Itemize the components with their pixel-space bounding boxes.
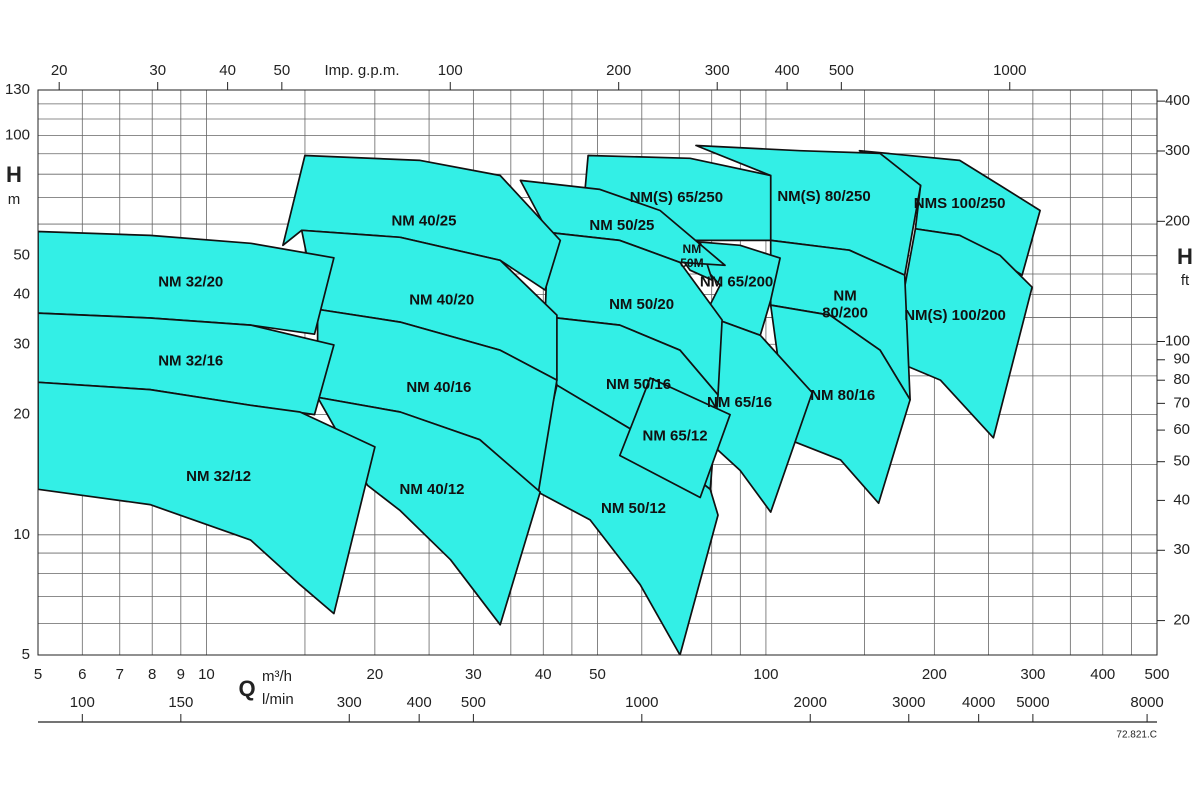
plot-frame xyxy=(37,89,1158,656)
y2-tick-label: 70 xyxy=(1173,394,1190,411)
region-label: NM(S) 80/250 xyxy=(777,188,870,205)
regions xyxy=(38,144,1041,655)
labels: 5 6 7 8 9 10 20 30 40 50 100 200 300 400 500 5 10 20 30 40 5… xyxy=(5,62,1190,722)
x-tick-label: 20 xyxy=(367,666,384,683)
y2-tick-label: 90 xyxy=(1173,351,1190,368)
pump-range xyxy=(618,377,731,499)
y2-tick-label: 400 xyxy=(1165,92,1190,109)
region-label: NM 65/16 xyxy=(707,394,772,411)
x3-tick-label: 100 xyxy=(70,694,95,711)
x3-tick-label: 1000 xyxy=(625,694,658,711)
x-tick-label: 500 xyxy=(1144,666,1169,683)
pump-range xyxy=(38,381,376,615)
x-tick-label: 9 xyxy=(177,666,185,683)
x-tick-label: 40 xyxy=(535,666,552,683)
pump-range xyxy=(282,154,562,291)
y2-unit: ft xyxy=(1181,272,1190,289)
region-label: NM 50/16 xyxy=(606,376,671,393)
region-label: NM 40/16 xyxy=(406,379,471,396)
x2-tick-label: 200 xyxy=(606,62,631,79)
x-tick-label: 200 xyxy=(922,666,947,683)
y-tick-label: 10 xyxy=(13,526,30,543)
region-label: NM 32/20 xyxy=(158,273,223,290)
code: 72.821.C xyxy=(1116,730,1157,741)
x-tick-label: 400 xyxy=(1090,666,1115,683)
x2-tick-label: 400 xyxy=(775,62,800,79)
x3-tick-label: 300 xyxy=(337,694,362,711)
region-label: NM xyxy=(833,288,856,305)
x3-tick-label: 5000 xyxy=(1016,694,1049,711)
region-label: NM 40/20 xyxy=(409,292,474,309)
region-label: 50M xyxy=(680,256,703,270)
pump-range xyxy=(769,304,911,505)
y2-tick-label: 60 xyxy=(1173,421,1190,438)
x3-tick-label: 2000 xyxy=(794,694,827,711)
y-tick-label: 130 xyxy=(5,81,30,98)
region-label: NM 80/16 xyxy=(810,387,875,404)
x-tick-label: 6 xyxy=(78,666,86,683)
x2-tick-label: 30 xyxy=(149,62,166,79)
x-tick-label: 8 xyxy=(148,666,156,683)
y2-tick-label: 200 xyxy=(1165,212,1190,229)
x2-tick-label: 40 xyxy=(219,62,236,79)
region-label: NMS 100/250 xyxy=(914,195,1006,212)
x2-tick-label: 50 xyxy=(273,62,290,79)
x-label: Q xyxy=(238,676,255,701)
x2-tick-label: 500 xyxy=(829,62,854,79)
x-tick-label: 50 xyxy=(589,666,606,683)
y2-tick-label: 80 xyxy=(1173,371,1190,388)
region-label: NM(S) 100/200 xyxy=(904,307,1006,324)
region-label: NM 40/12 xyxy=(399,481,464,498)
y2-tick-label: 20 xyxy=(1173,612,1190,629)
x3-tick-label: 3000 xyxy=(892,694,925,711)
region-label: NM 50/12 xyxy=(601,500,666,517)
y-unit: m xyxy=(8,191,21,208)
y-label: H xyxy=(6,162,22,187)
region-label: NM 40/25 xyxy=(391,213,456,230)
region-label: NM 65/12 xyxy=(643,427,708,444)
region-label: NM 32/16 xyxy=(158,353,223,370)
region-label: NM xyxy=(683,242,702,256)
x2-unit: Imp. g.p.m. xyxy=(324,62,399,79)
x-tick-label: 100 xyxy=(753,666,778,683)
x3-tick-label: 150 xyxy=(168,694,193,711)
y-tick-label: 100 xyxy=(5,126,30,143)
x-tick-label: 300 xyxy=(1020,666,1045,683)
y-tick-label: 20 xyxy=(13,406,30,423)
x3-tick-label: 400 xyxy=(407,694,432,711)
x3-tick-label: 500 xyxy=(461,694,486,711)
y2-tick-label: 40 xyxy=(1173,491,1190,508)
x-tick-label: 10 xyxy=(198,666,215,683)
x-tick-label: 5 xyxy=(34,666,42,683)
y-tick-label: 30 xyxy=(13,335,30,352)
x-tick-label: 7 xyxy=(116,666,124,683)
x2-tick-label: 300 xyxy=(705,62,730,79)
region-label: NM 65/200 xyxy=(700,274,773,291)
region-label: NM(S) 65/250 xyxy=(630,189,723,206)
x-unit: m³/h xyxy=(262,668,292,685)
y2-tick-label: 30 xyxy=(1173,541,1190,558)
region-label: NM 50/25 xyxy=(589,217,654,234)
y-tick-label: 5 xyxy=(22,646,30,663)
y-tick-label: 50 xyxy=(13,247,30,264)
x-tick-label: 30 xyxy=(465,666,482,683)
y2-label: H xyxy=(1177,244,1193,269)
region-label: NM 50/20 xyxy=(609,296,674,313)
y-tick-label: 40 xyxy=(13,285,30,302)
y2-tick-label: 100 xyxy=(1165,332,1190,349)
x3-tick-label: 4000 xyxy=(962,694,995,711)
y2-tick-label: 50 xyxy=(1173,453,1190,470)
x3-tick-label: 8000 xyxy=(1130,694,1163,711)
y2-tick-label: 300 xyxy=(1165,142,1190,159)
region-label: 80/200 xyxy=(822,305,868,322)
x2-tick-label: 1000 xyxy=(993,62,1026,79)
x2-tick-label: 20 xyxy=(51,62,68,79)
x2-tick-label: 100 xyxy=(438,62,463,79)
region-label: NM 32/12 xyxy=(186,468,251,485)
x3-unit: l/min xyxy=(262,691,294,708)
